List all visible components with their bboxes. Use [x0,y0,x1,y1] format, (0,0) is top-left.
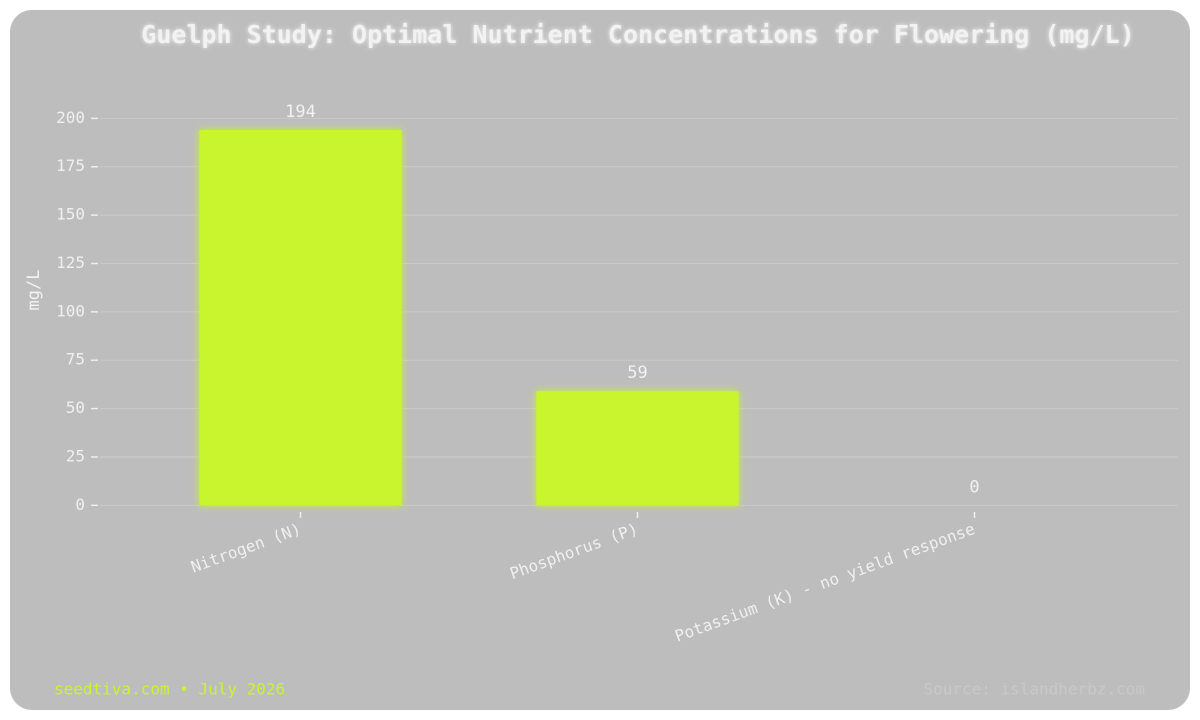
y-tick-label: 75 [66,350,85,369]
value-label: 194 [285,102,316,122]
bar [199,129,402,506]
footer-left: seedtiva.com • July 2026 [54,680,285,699]
y-tick-label: 200 [56,108,85,127]
y-tick-label: 150 [56,205,85,224]
y-tick-label: 100 [56,301,85,320]
value-label: 59 [627,363,647,383]
y-tick-label: 50 [66,398,85,417]
y-tick-label: 125 [56,253,85,272]
footer-source: Source: islandherbz.com [923,680,1145,699]
y-axis-label: mg/L [24,270,44,311]
chart-title: Guelph Study: Optimal Nutrient Concentra… [141,20,1134,49]
y-tick-label: 0 [75,495,85,514]
y-tick-label: 25 [66,446,85,465]
value-label: 0 [969,477,979,497]
y-tick-label: 175 [56,156,85,175]
bar [536,391,739,506]
